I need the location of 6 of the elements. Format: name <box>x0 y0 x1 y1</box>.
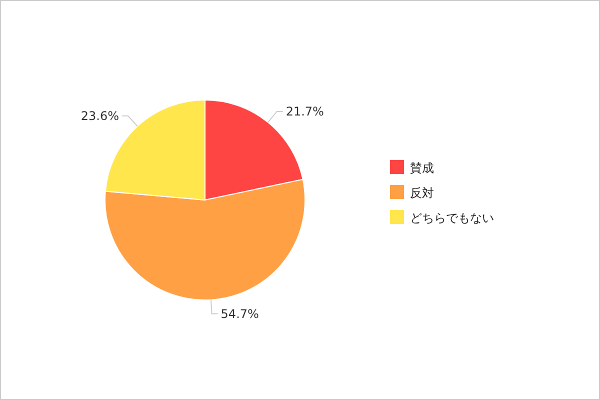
legend-label: 賛成 <box>410 161 434 175</box>
data-label: 21.7% <box>286 104 324 118</box>
legend-label: 反対 <box>410 186 434 200</box>
legend-label: どちらでもない <box>410 211 494 225</box>
data-label: 23.6% <box>80 108 120 123</box>
data-label: 54.7% <box>220 306 259 321</box>
